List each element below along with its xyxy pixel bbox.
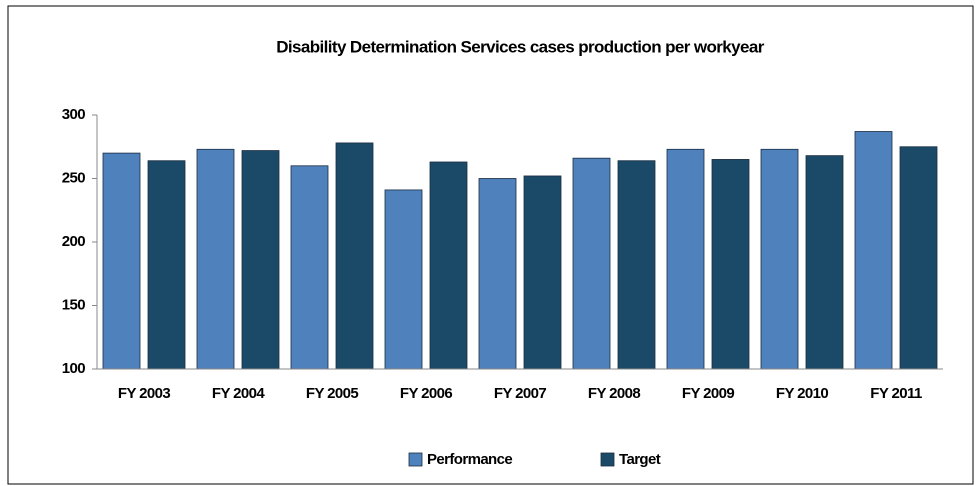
bar [241,150,280,370]
bar [666,148,705,370]
x-tick-label: FY 2005 [306,385,358,402]
bar [523,175,562,370]
bar [429,161,468,370]
legend-swatch [600,452,615,467]
bar [335,142,374,370]
x-tick-label: FY 2003 [118,385,170,402]
bar [290,165,329,370]
bar [760,148,799,370]
legend-swatch [408,452,423,467]
bar [102,152,141,370]
bar [711,159,750,370]
bar [854,131,893,370]
x-tick-label: FY 2010 [776,385,828,402]
y-tick-label: 250 [62,169,85,186]
x-tick-label: FY 2011 [870,385,922,402]
y-tick-label: 300 [62,106,85,123]
bar [147,160,186,370]
legend-label: Target [619,451,661,468]
bar [384,189,423,370]
bar [478,178,517,370]
bar [617,160,656,370]
bar [899,146,938,370]
y-tick-label: 150 [62,296,85,313]
x-tick-label: FY 2009 [682,385,734,402]
y-tick-label: 200 [62,233,85,250]
bar [572,157,611,370]
x-tick-label: FY 2006 [400,385,452,402]
y-tick-label: 100 [62,360,85,377]
x-tick-label: FY 2008 [588,385,640,402]
bar [196,148,235,370]
x-tick-label: FY 2007 [494,385,546,402]
bar [805,155,844,370]
legend-label: Performance [427,451,512,468]
chart-title: Disability Determination Services cases … [276,37,764,56]
x-tick-label: FY 2004 [212,385,265,402]
